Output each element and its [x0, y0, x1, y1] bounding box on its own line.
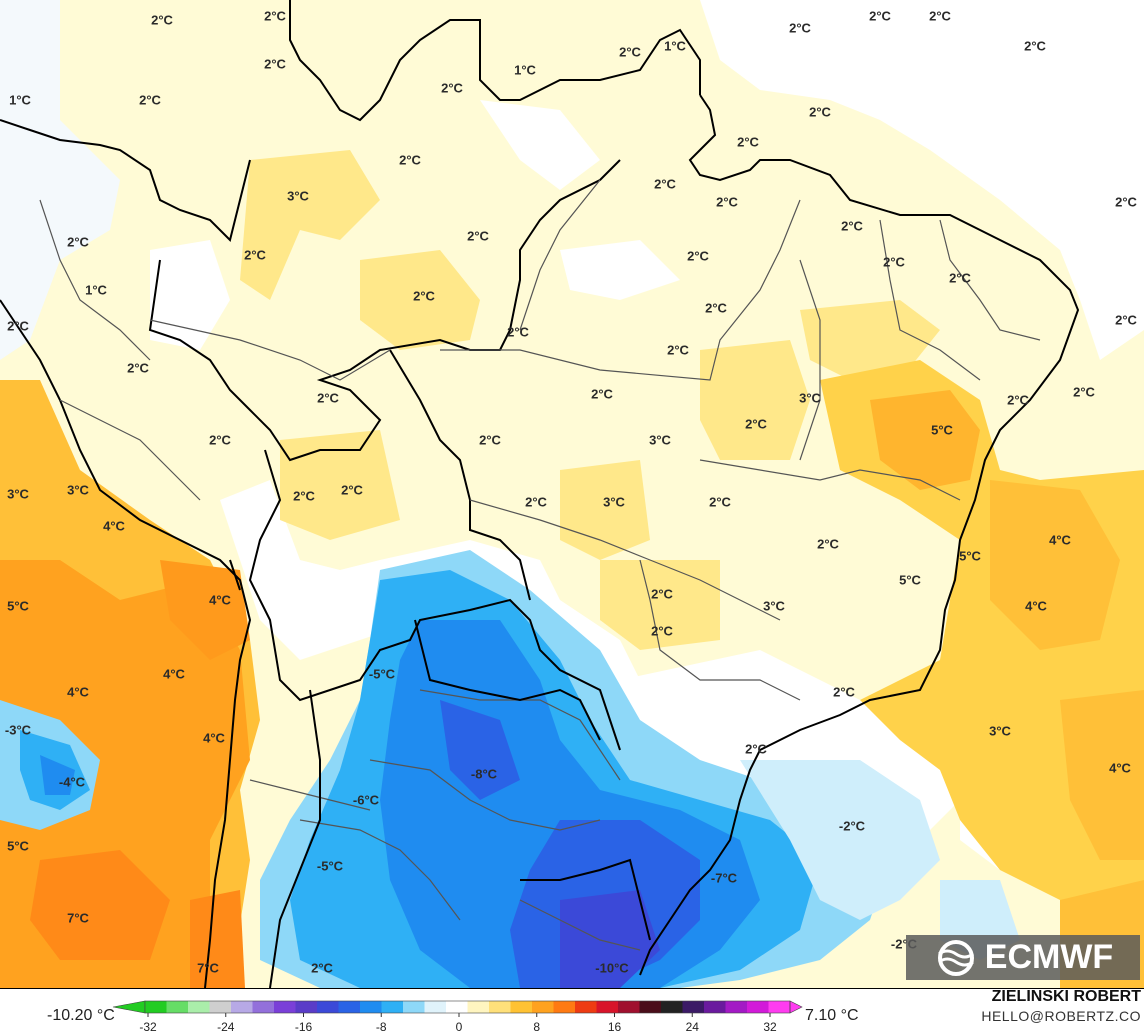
colorbar-swatch	[747, 1001, 769, 1013]
colorbar-swatch	[145, 1001, 167, 1013]
colorbar-swatch	[618, 1001, 640, 1013]
colorbar-tick-label: -24	[217, 1020, 235, 1034]
colorbar-tick-label: -32	[139, 1020, 157, 1034]
state-borders	[39, 179, 1041, 951]
colorbar-swatch	[553, 1001, 576, 1013]
colorbar-tick-label: 16	[608, 1020, 622, 1034]
cold-anomaly-atlantic	[740, 760, 940, 920]
colorbar-swatch	[166, 1001, 189, 1013]
colorbar-swatch	[231, 1001, 253, 1013]
colorbar-swatch	[768, 1001, 791, 1013]
colorbar-swatch	[424, 1001, 447, 1013]
cold-anomaly-pacific	[0, 700, 100, 830]
colorbar-tick-label: 24	[686, 1020, 700, 1034]
colorbar-swatch	[360, 1001, 382, 1013]
colorbar-swatch	[532, 1001, 554, 1013]
colorbar-swatch	[704, 1001, 726, 1013]
colorbar-tick-label: 32	[763, 1020, 777, 1034]
colorbar-swatch	[381, 1001, 404, 1013]
forecast-map: 2°C 2°C 2°C 2°C 2°C 2°C 1°C 2°C 1°C 2°C 2°C 1°C 2°C 2…	[0, 0, 1144, 989]
colorbar-outline	[144, 1000, 791, 1014]
colorbar-swatch	[338, 1001, 361, 1013]
author-email: HELLO@ROBERTZ.CO	[981, 1008, 1141, 1024]
author-name: ZIELINSKI ROBERT	[991, 988, 1141, 1005]
colorbar-swatch	[295, 1001, 318, 1013]
colorbar-max-arrow	[789, 1000, 803, 1014]
colorbar-swatch	[252, 1001, 275, 1013]
colorbar-swatch	[510, 1001, 533, 1013]
logo-text: ECMWF	[984, 938, 1114, 976]
colorbar-swatch	[467, 1001, 490, 1013]
colorbar-swatch	[639, 1001, 662, 1013]
national-borders	[229, 559, 651, 988]
colorbar-tick-label: 8	[533, 1020, 540, 1034]
colorbar-tick-label: 0	[456, 1020, 463, 1034]
colorbar-max-label: 7.10 °C	[805, 1007, 859, 1024]
warm-anomaly-west	[0, 380, 260, 988]
colorbar: -32 -24 -16 -8 0 8 16 24 32	[112, 1000, 803, 1034]
colorbar-swatch	[209, 1001, 232, 1013]
ecmwf-icon	[937, 939, 974, 976]
warm-anomaly-east	[820, 360, 1144, 988]
colorbar-swatch	[446, 1001, 468, 1013]
colorbar-swatch	[188, 1001, 210, 1013]
colorbar-swatch	[317, 1001, 339, 1013]
colorbar-tick-label: -16	[295, 1020, 313, 1034]
ecmwf-logo: ECMWF	[906, 935, 1140, 980]
colorbar-swatch	[489, 1001, 511, 1013]
colorbar-swatch	[575, 1001, 597, 1013]
colorbar-swatch	[682, 1001, 705, 1013]
colorbar-min-arrow	[112, 1000, 146, 1014]
colorbar-swatch	[403, 1001, 425, 1013]
warm-patches	[240, 150, 940, 650]
colorbar-swatch	[725, 1001, 748, 1013]
colorbar-swatch	[661, 1001, 683, 1013]
colorbar-min-label: -10.20 °C	[47, 1007, 115, 1024]
map-canvas	[0, 0, 1144, 988]
colorbar-swatch	[596, 1001, 619, 1013]
colorbar-swatch	[274, 1001, 296, 1013]
coastlines	[0, 0, 1080, 988]
colorbar-tick-label: -8	[376, 1020, 387, 1034]
